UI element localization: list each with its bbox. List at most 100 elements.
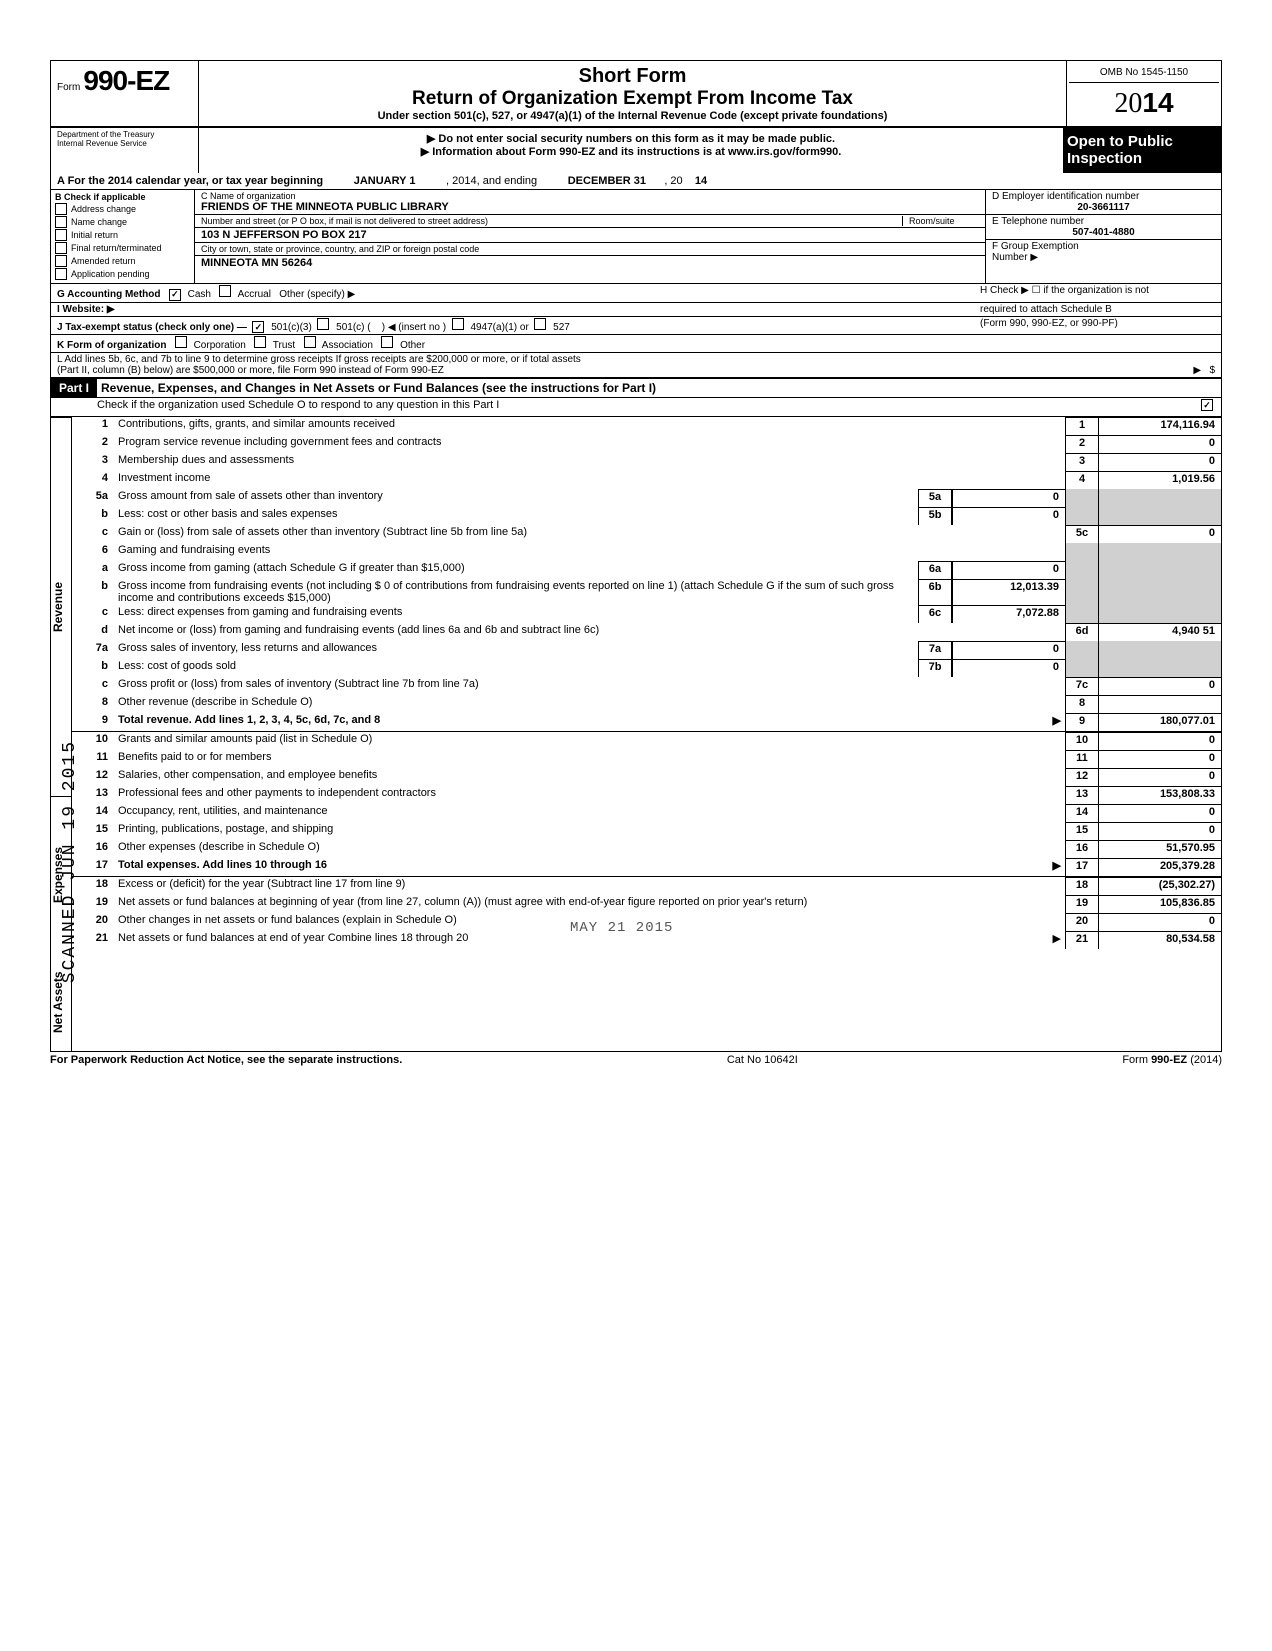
line-desc: Gross income from gaming (attach Schedul… — [114, 561, 918, 579]
line-desc: Gross sales of inventory, less returns a… — [114, 641, 918, 659]
j-4947-cb[interactable] — [452, 318, 464, 330]
k-trust: Trust — [273, 340, 295, 351]
line-row: 14Occupancy, rent, utilities, and mainte… — [72, 804, 1221, 822]
col-b-checkbox[interactable] — [55, 242, 67, 254]
col-b-item: Amended return — [55, 255, 190, 267]
box-shaded-val — [1098, 659, 1221, 677]
k-trust-cb[interactable] — [254, 336, 266, 348]
col-b-checkbox[interactable] — [55, 216, 67, 228]
c-addr-value-row: 103 N JEFFERSON PO BOX 217 — [195, 228, 985, 243]
col-c: C Name of organization FRIENDS OF THE MI… — [195, 190, 985, 283]
row-l: L Add lines 5b, 6c, and 7b to line 9 to … — [51, 353, 1221, 377]
footer-right: Form 990-EZ (2014) — [1122, 1054, 1222, 1066]
inner-box-val: 0 — [952, 659, 1065, 677]
box-val: 0 — [1098, 732, 1221, 750]
line-row: 17Total expenses. Add lines 10 through 1… — [72, 858, 1221, 877]
line-row: cLess: direct expenses from gaming and f… — [72, 605, 1221, 623]
line-number: b — [72, 579, 114, 605]
box-num: 14 — [1065, 804, 1098, 822]
c-addr-label: Number and street (or P O box, if mail i… — [201, 216, 902, 226]
col-de: D Employer identification number 20-3661… — [985, 190, 1221, 283]
line-desc: Less: direct expenses from gaming and fu… — [114, 605, 918, 623]
accrual-checkbox[interactable] — [219, 285, 231, 297]
d-value: 20-3661117 — [992, 202, 1215, 213]
line-desc: Membership dues and assessments — [114, 453, 1065, 471]
col-b-item: Address change — [55, 203, 190, 215]
c-name-row: C Name of organization FRIENDS OF THE MI… — [195, 190, 985, 215]
g-cash: Cash — [188, 289, 211, 300]
k-other: Other — [400, 340, 425, 351]
box-shaded-val — [1098, 507, 1221, 525]
j-label: J Tax-exempt status (check only one) — — [57, 322, 247, 333]
box-val: 0 — [1098, 768, 1221, 786]
j-501c3-cb[interactable]: ✓ — [252, 321, 264, 333]
footer: For Paperwork Reduction Act Notice, see … — [50, 1052, 1222, 1068]
box-num: 9 — [1065, 713, 1098, 731]
line-number: 5a — [72, 489, 114, 507]
inner-box-num: 6c — [918, 605, 952, 623]
form-word: Form — [57, 82, 80, 93]
col-b-checkbox[interactable] — [55, 255, 67, 267]
inner-box-num: 6a — [918, 561, 952, 579]
box-val: 0 — [1098, 750, 1221, 768]
line-desc: Other expenses (describe in Schedule O) — [114, 840, 1065, 858]
row-i: I Website: ▶ required to attach Schedule… — [51, 303, 1221, 317]
line-row: bLess: cost or other basis and sales exp… — [72, 507, 1221, 525]
line-desc: Printing, publications, postage, and shi… — [114, 822, 1065, 840]
year-bold: 14 — [1142, 87, 1173, 118]
line-number: 3 — [72, 453, 114, 471]
c-name-value: FRIENDS OF THE MINNEOTA PUBLIC LIBRARY — [201, 201, 979, 213]
f-label2: Number ▶ — [992, 252, 1038, 263]
line-a-suffix: , 20 — [664, 175, 682, 187]
inner-box-num: 6b — [918, 579, 952, 605]
box-shaded — [1065, 561, 1098, 579]
line-a-yearval: 14 — [695, 175, 707, 187]
line-number: b — [72, 659, 114, 677]
box-val: 0 — [1098, 453, 1221, 471]
revenue-label: Revenue — [51, 417, 71, 796]
col-b-checkbox[interactable] — [55, 268, 67, 280]
box-shaded — [1065, 641, 1098, 659]
e-label: E Telephone number — [992, 216, 1084, 227]
cash-checkbox[interactable]: ✓ — [169, 289, 181, 301]
box-val: 205,379.28 — [1098, 858, 1221, 876]
line-number: 7a — [72, 641, 114, 659]
row-j: J Tax-exempt status (check only one) — ✓… — [51, 317, 1221, 336]
j-501c-cb[interactable] — [317, 318, 329, 330]
part1-check-text: Check if the organization used Schedule … — [93, 398, 1221, 416]
box-num: 4 — [1065, 471, 1098, 489]
d-label: D Employer identification number — [992, 191, 1139, 202]
k-corp: Corporation — [194, 340, 246, 351]
line-desc: Excess or (deficit) for the year (Subtra… — [114, 877, 1065, 895]
col-b-checkbox[interactable] — [55, 229, 67, 241]
k-assoc-cb[interactable] — [304, 336, 316, 348]
j-527-cb[interactable] — [534, 318, 546, 330]
inner-box-num: 7a — [918, 641, 952, 659]
line-number: d — [72, 623, 114, 641]
inner-box-val: 0 — [952, 561, 1065, 579]
lines-container: 1Contributions, gifts, grants, and simil… — [71, 417, 1221, 1051]
line-number: 6 — [72, 543, 114, 561]
j-527: 527 — [553, 322, 570, 333]
line-number: 4 — [72, 471, 114, 489]
col-b: B Check if applicable Address changeName… — [51, 190, 195, 283]
col-b-checkbox[interactable] — [55, 203, 67, 215]
l-text1: L Add lines 5b, 6c, and 7b to line 9 to … — [57, 354, 1215, 365]
line-desc: Gross amount from sale of assets other t… — [114, 489, 918, 507]
j-501c3: 501(c)(3) — [271, 322, 312, 333]
col-b-item: Final return/terminated — [55, 242, 190, 254]
col-b-header: B Check if applicable — [55, 192, 190, 202]
k-corp-cb[interactable] — [175, 336, 187, 348]
part1-check-cb[interactable]: ✓ — [1201, 399, 1213, 411]
box-shaded-val — [1098, 579, 1221, 605]
k-other-cb[interactable] — [381, 336, 393, 348]
line-number: 2 — [72, 435, 114, 453]
box-val: 0 — [1098, 677, 1221, 695]
line-a-mid: , 2014, and ending — [446, 175, 537, 187]
col-b-item: Name change — [55, 216, 190, 228]
box-num: 17 — [1065, 858, 1098, 876]
line-row: dNet income or (loss) from gaming and fu… — [72, 623, 1221, 641]
line-number: a — [72, 561, 114, 579]
inner-box-num: 5a — [918, 489, 952, 507]
line-desc: Total expenses. Add lines 10 through 16▶ — [114, 858, 1065, 876]
